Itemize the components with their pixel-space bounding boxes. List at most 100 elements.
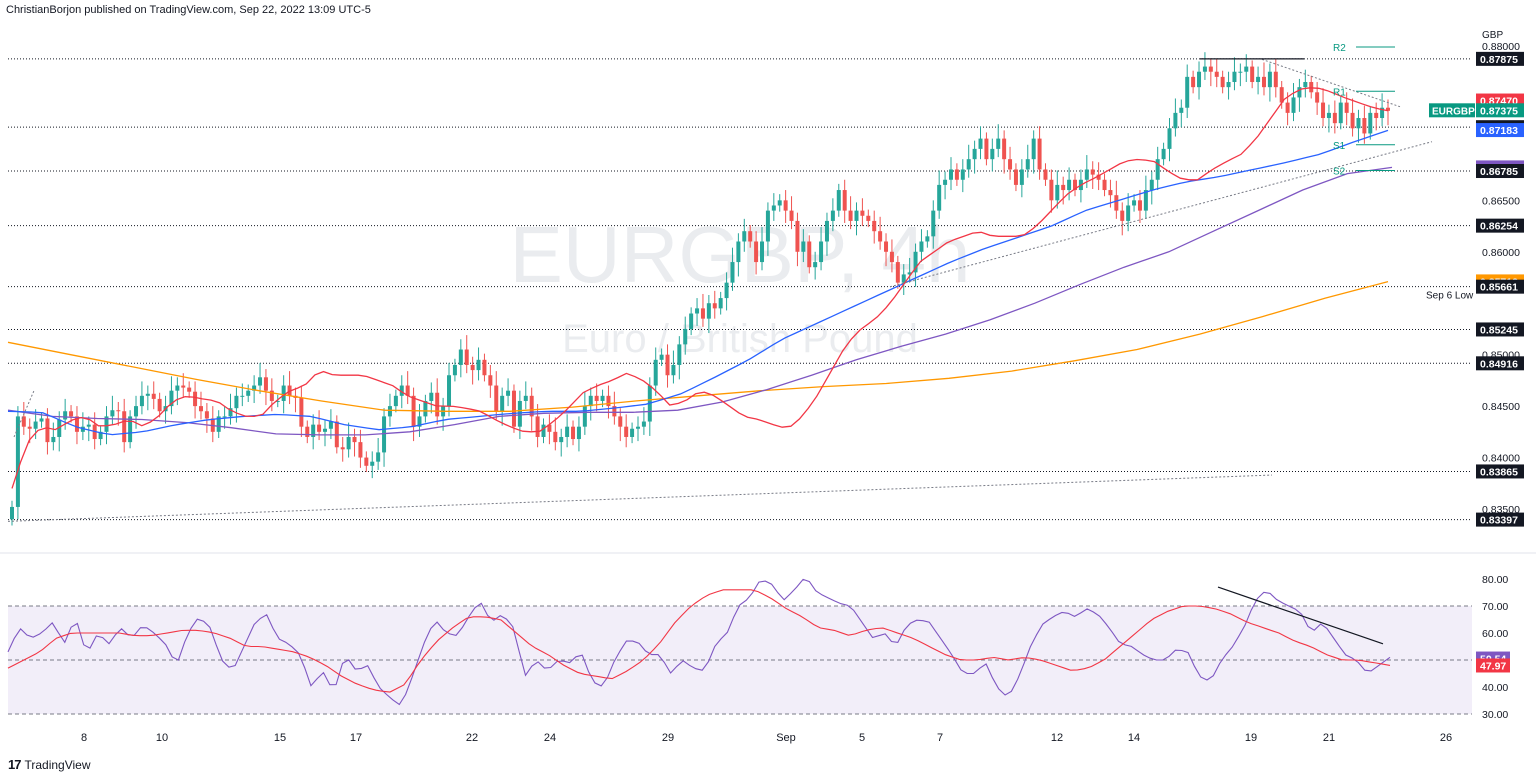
candle-body: [836, 190, 841, 211]
rsi-value-tag: 47.97: [1476, 658, 1510, 673]
candle-body: [21, 416, 26, 427]
candle-body: [1013, 169, 1018, 185]
time-tick-label: 26: [1440, 732, 1452, 744]
candle-body: [1008, 159, 1013, 170]
candle-body: [511, 390, 516, 427]
candle-body: [653, 359, 658, 386]
candle-body: [635, 426, 640, 429]
price-tag-value: 0.83397: [1480, 515, 1518, 527]
price-tag-value: 0.86785: [1480, 166, 1518, 178]
candle-body: [63, 411, 68, 420]
price-tag-value: 0.84916: [1480, 358, 1518, 370]
price-tag: 0.86785: [1476, 164, 1524, 179]
candle-body: [1167, 128, 1172, 149]
currency-label: GBP: [1482, 30, 1503, 41]
candle-body: [972, 148, 977, 160]
publisher-line: ChristianBorjon published on TradingView…: [6, 4, 371, 16]
price-tag-value: 0.87375: [1480, 105, 1518, 117]
tradingview-logo[interactable]: 17 TradingView: [8, 757, 91, 772]
sma200-line: [7, 280, 1389, 412]
candle-body: [1161, 148, 1166, 160]
candle-body: [275, 400, 280, 402]
rsi-tick-label: 30.00: [1482, 709, 1508, 721]
rsi-value-tag-bg: [1476, 658, 1510, 673]
candle-body: [1374, 112, 1379, 119]
candle-body: [1309, 82, 1314, 93]
candle-body: [1202, 66, 1207, 72]
rsi-tick-label: 70.00: [1482, 601, 1508, 613]
tradingview-logo-icon: 17: [8, 757, 22, 772]
time-tick-label: 22: [466, 732, 478, 744]
candle-body: [824, 220, 829, 242]
price-tag-value: 0.85661: [1480, 282, 1518, 294]
candle-body: [948, 169, 953, 180]
candle-body: [216, 416, 221, 432]
candle-body: [122, 411, 127, 443]
candle-body: [996, 138, 1001, 149]
candle-body: [777, 200, 782, 206]
candle-body: [1356, 118, 1361, 129]
candle-body: [795, 220, 800, 252]
candle-body: [535, 416, 540, 437]
candle-body: [754, 241, 759, 263]
candle-body: [1191, 76, 1196, 88]
price-tag-bg: [1476, 512, 1524, 527]
candle-body: [1155, 159, 1160, 180]
candle-body: [884, 241, 889, 252]
candle-body: [748, 231, 753, 242]
candle-body: [783, 200, 788, 211]
candle-body: [1368, 112, 1373, 134]
time-tick-label: 24: [544, 732, 556, 744]
candle-body: [370, 461, 375, 466]
candle-body: [919, 241, 924, 252]
price-tick-label: 0.86500: [1482, 195, 1520, 207]
candle-body: [541, 424, 546, 437]
rsi-tick-label: 80.00: [1482, 574, 1508, 586]
time-tick-label: 12: [1051, 732, 1063, 744]
candle-body: [659, 354, 664, 360]
candle-body: [151, 393, 156, 399]
candle-body: [576, 426, 581, 440]
time-tick-label: 29: [662, 732, 674, 744]
candle-body: [801, 241, 806, 252]
candle-body: [1344, 102, 1349, 113]
price-tag: 0.87183: [1476, 123, 1524, 137]
candle-body: [618, 416, 623, 427]
candle-body: [352, 436, 357, 443]
candle-body: [765, 210, 770, 242]
time-tick-label: 15: [274, 732, 286, 744]
candle-body: [889, 251, 894, 263]
candle-body: [1043, 169, 1048, 180]
price-tag-value: 0.87875: [1480, 54, 1518, 66]
rsi-line: [7, 578, 1391, 706]
time-tick-label: 10: [156, 732, 168, 744]
candle-body: [452, 364, 457, 376]
pivot-label: S1: [1333, 141, 1346, 152]
candle-body: [712, 303, 717, 309]
candle-body: [1279, 87, 1284, 103]
candle-body: [671, 364, 676, 376]
candle-body: [269, 390, 274, 401]
candle-body: [51, 436, 56, 443]
candle-body: [1114, 195, 1119, 211]
candle-body: [45, 418, 50, 443]
price-tag: 0.85661 Sep 6 Low: [1426, 279, 1524, 302]
candle-body: [736, 241, 741, 263]
candle-body: [1132, 200, 1137, 206]
candle-body: [866, 215, 871, 221]
time-tick-label: Sep: [776, 732, 796, 744]
time-tick-label: 19: [1245, 732, 1257, 744]
candle-body: [895, 262, 900, 283]
candle-body: [689, 313, 694, 329]
candle-body: [382, 416, 387, 453]
price-tag-value: 0.85245: [1480, 324, 1518, 336]
candle-body: [860, 210, 865, 216]
candle-body: [322, 428, 327, 432]
candle-body: [872, 220, 877, 232]
candle-body: [819, 241, 824, 263]
candle-body: [1291, 97, 1296, 113]
price-tag-value: 0.86254: [1480, 221, 1518, 233]
horizontal-levels: [8, 58, 1472, 521]
candle-body: [263, 377, 268, 391]
candle-body: [1232, 71, 1237, 83]
